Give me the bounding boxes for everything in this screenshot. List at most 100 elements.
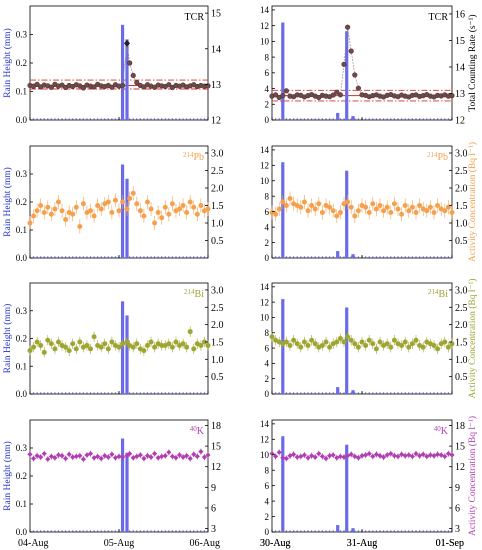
data-point [180,341,186,347]
data-point [84,452,90,458]
rain-zero-dot [157,530,159,532]
rain-zero-dot [368,256,370,258]
rain-zero-dot [357,530,360,532]
data-point [391,201,397,207]
left-tick-label: 2 [265,512,270,522]
data-point [366,210,372,215]
rain-zero-dot [318,118,320,120]
left-tick-label: 10 [260,176,270,186]
data-point [105,454,111,460]
rain-zero-dot [325,118,327,120]
rain-zero-dot [274,118,277,120]
axes-frame [29,282,209,395]
rain-zero-dot [54,392,56,394]
rain-zero-dot [426,392,428,394]
rain-zero-dot [278,530,280,532]
rain-bar-1 [336,387,340,394]
right-tick-label: 2.5 [211,303,224,314]
row-label: 40K [190,425,205,437]
rain-zero-dot [336,530,338,532]
data-point [438,452,444,458]
rain-zero-dot [282,392,284,394]
data-point [34,208,40,214]
rain-zero-dot [444,118,446,120]
data-point [127,451,133,457]
right-tick-label: 13 [455,89,465,100]
rain-zero-dot [426,256,428,258]
data-point [309,203,315,208]
data-point [162,204,168,210]
data-point [283,455,289,462]
rain-zero-dot [121,530,124,532]
rain-zero-dot [185,530,188,532]
data-point [334,89,340,95]
rain-zero-dot [111,118,113,120]
data-point [169,344,175,350]
data-point [384,341,390,347]
data-point [337,453,343,460]
data-point [330,92,336,98]
rain-zero-dot [278,256,280,258]
rain-zero-dot [296,530,298,532]
row-label-superscript: 40 [190,425,198,433]
right-tick-label: 16 [455,9,465,20]
data-point [148,206,154,212]
right-tick-label: 1.0 [455,219,468,230]
rain-zero-dot [107,118,110,120]
data-point [366,337,372,343]
axes-frame [29,419,209,533]
data-point [283,88,290,94]
data-point [159,342,165,348]
left-tick-label: 0.2 [16,58,27,68]
data-point [402,453,408,459]
left-tick-label: 0.1 [16,499,27,509]
rain-zero-dot [375,530,378,532]
rain-zero-dot [325,392,327,394]
data-point [420,451,426,457]
left-tick-label: 4 [265,496,270,506]
data-point [66,348,72,354]
data-point [381,208,387,214]
rain-zero-dot [104,256,106,258]
data-point [152,451,158,457]
rain-zero-dot [350,392,352,394]
right-tick-label: 2.0 [211,184,224,195]
data-point [283,339,289,345]
right-tick-label: 3.0 [455,149,468,160]
rain-zero-dot [161,256,163,258]
data-point [45,456,51,462]
data-point [345,24,351,30]
right-tick-label: 2.0 [455,320,468,331]
data-point [435,346,441,352]
data-point [319,342,325,348]
data-point [77,339,83,345]
rain-zero-dot [274,530,277,532]
data-point [144,342,150,348]
data-point [88,346,94,352]
data-point [73,346,79,352]
rain-zero-dot [175,392,177,394]
row-label-name: Pb [437,152,448,163]
right-tick-label: 12 [455,462,465,473]
rain-zero-dot [86,118,88,120]
data-point [298,204,304,210]
row-label: 40K [434,425,449,437]
rain-zero-dot [307,256,309,258]
row-label-name: Bi [439,289,449,300]
rain-zero-dot [379,392,381,394]
data-point [280,93,286,99]
rain-bar-2 [345,444,349,532]
rain-zero-dot [336,118,338,120]
rain-zero-dot [139,256,142,258]
rain-zero-dot [121,392,124,394]
rain-zero-dot [307,530,309,532]
rain-zero-dot [346,392,349,394]
rain-zero-dot [132,118,134,120]
rain-zero-dot [196,256,199,258]
rain-zero-dot [93,530,95,532]
rain-zero-dot [296,256,298,258]
data-point [155,455,161,461]
data-point [399,211,405,217]
rain-zero-dot [114,530,117,532]
right-tick-label: 6 [211,503,216,514]
